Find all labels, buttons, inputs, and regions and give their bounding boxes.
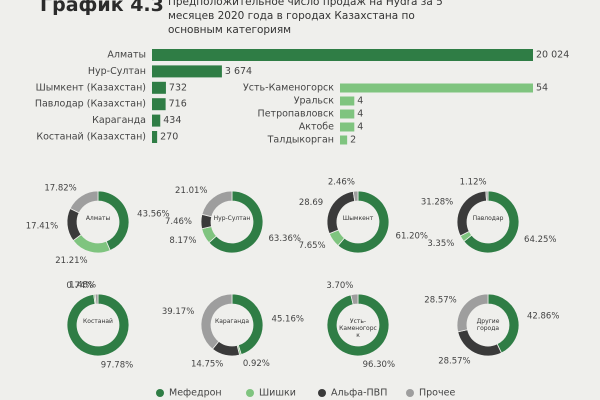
title: График 4.3 (40, 0, 164, 16)
donut-segment (201, 190, 233, 218)
bar-label: Алматы (107, 50, 146, 61)
donut-value-label: 97.78% (101, 360, 133, 370)
donut-segment (456, 190, 487, 237)
donut-value-label: 96.30% (363, 360, 395, 370)
donut-value-label: 42.86% (527, 312, 559, 322)
donut-value-label: 3.70% (326, 281, 353, 291)
bar (340, 83, 533, 93)
bar (340, 96, 355, 106)
donut-segment (326, 190, 356, 235)
donut-center-label: Караганда (215, 318, 249, 325)
donut-value-label: 0.74% (66, 281, 93, 291)
bar-label: Шымкент (Казахстан) (36, 82, 146, 93)
donut-value-label: 43.56% (137, 209, 169, 219)
donut-value-label: 17.41% (26, 221, 58, 231)
donut-value-label: 21.01% (175, 186, 207, 196)
donut-value-label: 7.46% (165, 217, 192, 227)
donut-value-label: 64.25% (524, 235, 556, 245)
value-label: 270 (160, 132, 178, 143)
bar (340, 135, 348, 145)
legend-marker (318, 389, 326, 397)
value-label: 4 (357, 122, 363, 133)
donut-value-label: 31.28% (421, 198, 453, 208)
donut-value-label: 2.46% (328, 178, 355, 188)
donut-value-label: 28.69 (299, 198, 323, 208)
donut-segment (94, 293, 99, 305)
donut-value-label: 63.36% (269, 234, 301, 244)
donut-value-label: 3.35% (427, 239, 454, 249)
donut-center-label: Алматы (85, 215, 111, 222)
donut-value-label: 28.57% (438, 357, 470, 367)
legend-marker (246, 389, 254, 397)
bar (152, 114, 161, 127)
donut-value-label: 28.57% (424, 296, 456, 306)
bar-label: Усть-Каменогорск (243, 83, 334, 94)
value-label: 20 024 (536, 50, 569, 61)
donut-center-label: Усть-Каменогорск (339, 318, 377, 339)
bar-label: Костанай (Казахстан) (36, 132, 146, 143)
bar (152, 49, 533, 61)
bar (152, 131, 158, 143)
donut-segment (456, 293, 489, 333)
bar-label: Уральск (294, 96, 335, 107)
value-label: 716 (169, 99, 187, 110)
bar-label: Нур-Султан (88, 66, 146, 77)
donut-value-label: 7.65% (299, 241, 326, 251)
legend-label: Прочее (419, 388, 455, 399)
value-label: 2 (350, 135, 356, 146)
subtitle: Предположительное число продаж на Hydra … (168, 0, 443, 36)
value-label: 732 (169, 82, 187, 93)
donut-segment (66, 293, 130, 357)
donut-segment (350, 293, 359, 306)
bar-label: Павлодар (Казахстан) (35, 99, 146, 110)
donut-segment (457, 329, 502, 357)
donut-segment (208, 190, 264, 254)
donut-center-label: Павлодар (472, 215, 504, 222)
donut-segment (326, 293, 390, 357)
donut-value-label: 21.21% (55, 256, 87, 266)
bar (152, 81, 166, 94)
donut-segment (485, 190, 489, 202)
bar (340, 122, 355, 132)
bar-label: Талдыкорган (267, 135, 334, 146)
donut-value-label: 1.12% (460, 178, 487, 188)
donut-center-label: Нур-Султан (213, 215, 251, 222)
legend-marker (156, 389, 164, 397)
legend-marker (406, 389, 414, 397)
value-label: 434 (163, 115, 181, 126)
bar-label: Петропавловск (258, 109, 335, 120)
donut-segment (66, 207, 82, 242)
bar-label: Караганда (92, 115, 146, 126)
donut-value-label: 8.17% (169, 236, 196, 246)
legend-label: Альфа-ПВП (331, 388, 387, 399)
donut-center-label: Другие города (476, 318, 500, 332)
legend-label: Шишки (259, 388, 296, 399)
bar (152, 98, 166, 111)
donut-value-label: 45.16% (272, 314, 304, 324)
value-label: 4 (357, 96, 363, 107)
bar (152, 65, 222, 78)
value-label: 54 (536, 83, 548, 94)
donut-value-label: 39.17% (162, 307, 194, 317)
donut-segment (72, 234, 111, 254)
legend-label: Мефедрон (169, 388, 222, 399)
value-label: 3 674 (225, 66, 252, 77)
donut-value-label: 14.75% (191, 360, 223, 370)
donut-center-label: Костанай (83, 318, 113, 325)
donut-value-label: 61.20% (396, 231, 428, 241)
donut-value-label: 17.82% (44, 184, 76, 194)
value-label: 4 (357, 109, 363, 120)
donut-segment (200, 293, 233, 350)
donut-segment (352, 190, 359, 202)
donut-value-label: 0.92% (243, 359, 270, 369)
donut-center-label: Шымкент (342, 215, 374, 222)
donut-value-label: 1.48% (69, 281, 96, 291)
bar (340, 109, 355, 119)
bar-label: Актобе (299, 122, 334, 133)
donut-segment (69, 190, 99, 214)
